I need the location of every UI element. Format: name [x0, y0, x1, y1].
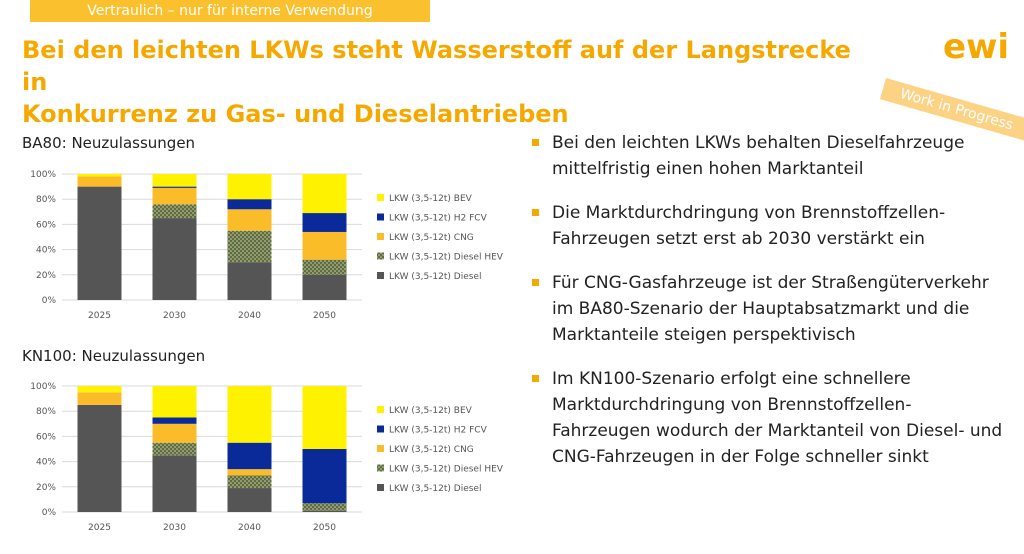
bullet-text: Für CNG-Gasfahrzeuge ist der Straßengüte… [552, 273, 989, 345]
bar-lkw-3-5-12t-cng-2050 [302, 231, 347, 260]
bar-lkw-3-5-12t-bev-2050 [302, 174, 347, 214]
bar-lkw-3-5-12t-cng-2040 [227, 209, 272, 231]
bullet-item: Die Marktdurchdringung von Brennstoffzel… [530, 200, 1010, 252]
bar-lkw-3-5-12t-bev-2030 [152, 174, 197, 187]
bullet-square-icon [532, 209, 539, 216]
y-tick-label: 60% [36, 220, 56, 230]
bar-lkw-3-5-12t-cng-2025 [77, 176, 122, 187]
y-tick-label: 80% [36, 407, 56, 417]
bar-lkw-3-5-12t-bev-2050 [302, 386, 347, 449]
ewi-logo-text: ewi [943, 28, 1009, 67]
bar-lkw-3-5-12t-diesel-2030 [152, 218, 197, 300]
chart-title-kn100: KN100: Neuzulassungen [22, 347, 206, 365]
bullet-text: Die Marktdurchdringung von Brennstoffzel… [552, 203, 946, 249]
legend-swatch-lkw-3-5-12t-diesel-hev [377, 464, 384, 472]
y-tick-label: 0% [42, 296, 57, 306]
bar-lkw-3-5-12t-bev-2025 [77, 174, 122, 177]
bar-lkw-3-5-12t-cng-2040 [227, 469, 272, 476]
legend-label: LKW (3,5-12t) Diesel HEV [389, 253, 504, 263]
chart-ba80: 0% 20% 40% 60% 80% 100% 2025 2030 2040 2050 LKW (3… [30, 170, 504, 321]
bar-lkw-3-5-12t-diesel-2025 [77, 404, 122, 512]
bullet-square-icon [532, 375, 539, 382]
bar-lkw-3-5-12t-cng-2025 [77, 392, 122, 405]
bar-lkw-3-5-12t-bev-2040 [227, 174, 272, 200]
bar-lkw-3-5-12t-h2-fcv-2040 [227, 199, 272, 210]
x-tick-label: 2030 [163, 311, 186, 321]
legend-label: LKW (3,5-12t) CNG [389, 233, 474, 243]
title-line-1: Bei den leichten LKWs steht Wasserstoff … [22, 36, 851, 96]
bar-lkw-3-5-12t-h2-fcv-2030 [152, 417, 197, 424]
bar-lkw-3-5-12t-diesel-2040 [227, 488, 272, 512]
title-line-2: Konkurrenz zu Gas- und Dieselantrieben [22, 100, 569, 128]
ewi-logo: ewi [943, 28, 1009, 67]
x-tick-label: 2040 [238, 523, 261, 533]
legend-swatch-lkw-3-5-12t-cng [377, 445, 384, 452]
bar-lkw-3-5-12t-diesel-hev-2050 [302, 503, 347, 511]
bar-lkw-3-5-12t-cng-2030 [152, 423, 197, 443]
bullet-item: Für CNG-Gasfahrzeuge ist der Straßengüte… [530, 270, 1010, 348]
y-tick-label: 20% [36, 483, 56, 493]
legend-swatch-lkw-3-5-12t-bev [377, 406, 384, 413]
legend-swatch-lkw-3-5-12t-bev [377, 194, 384, 201]
x-tick-label: 2030 [163, 523, 186, 533]
bar-lkw-3-5-12t-bev-2030 [152, 386, 197, 418]
y-tick-label: 80% [36, 195, 56, 205]
legend-label: LKW (3,5-12t) Diesel [389, 484, 481, 494]
legend-swatch-lkw-3-5-12t-h2-fcv [377, 425, 384, 433]
bullet-list: Bei den leichten LKWs behalten Dieselfah… [530, 130, 1010, 488]
chart-kn100: 0% 20% 40% 60% 80% 100% 2025 2030 2040 2050 LKW (3… [30, 382, 504, 533]
legend-swatch-lkw-3-5-12t-diesel [377, 484, 384, 491]
bar-lkw-3-5-12t-h2-fcv-2050 [302, 449, 347, 504]
bar-lkw-3-5-12t-diesel-hev-2030 [152, 442, 197, 456]
legend-label: LKW (3,5-12t) H2 FCV [389, 214, 488, 224]
legend-label: LKW (3,5-12t) BEV [389, 194, 473, 204]
bar-lkw-3-5-12t-diesel-hev-2030 [152, 204, 197, 219]
legend-label: LKW (3,5-12t) CNG [389, 445, 474, 455]
bullet-square-icon [532, 279, 539, 286]
bullet-square-icon [532, 139, 539, 146]
bar-lkw-3-5-12t-diesel-hev-2040 [227, 230, 272, 263]
bullet-text: Bei den leichten LKWs behalten Dieselfah… [552, 133, 965, 179]
legend-swatch-lkw-3-5-12t-h2-fcv [377, 213, 384, 221]
confidential-banner: Vertraulich – nur für interne Verwendung [30, 0, 430, 22]
y-tick-label: 60% [36, 432, 56, 442]
x-tick-label: 2040 [238, 311, 261, 321]
legend-swatch-lkw-3-5-12t-diesel-hev [377, 252, 384, 260]
x-tick-label: 2050 [313, 523, 336, 533]
x-tick-label: 2025 [88, 311, 111, 321]
bullet-item: Im KN100-Szenario erfolgt eine schneller… [530, 366, 1010, 470]
slide-title: Bei den leichten LKWs steht Wasserstoff … [22, 34, 882, 130]
y-tick-label: 0% [42, 508, 57, 518]
bar-lkw-3-5-12t-h2-fcv-2050 [302, 213, 347, 232]
y-tick-label: 40% [36, 458, 56, 468]
bar-lkw-3-5-12t-diesel-2030 [152, 455, 197, 512]
legend-label: LKW (3,5-12t) Diesel HEV [389, 465, 504, 475]
y-tick-label: 40% [36, 246, 56, 256]
y-tick-label: 20% [36, 271, 56, 281]
bar-lkw-3-5-12t-cng-2030 [152, 187, 197, 205]
x-tick-label: 2050 [313, 311, 336, 321]
bar-lkw-3-5-12t-diesel-2040 [227, 262, 272, 300]
bar-lkw-3-5-12t-diesel-hev-2050 [302, 259, 347, 275]
y-tick-label: 100% [30, 170, 56, 180]
legend-label: LKW (3,5-12t) BEV [389, 406, 473, 416]
x-tick-label: 2025 [88, 523, 111, 533]
bar-lkw-3-5-12t-diesel-2050 [302, 274, 347, 300]
legend-swatch-lkw-3-5-12t-diesel [377, 272, 384, 279]
bullet-item: Bei den leichten LKWs behalten Dieselfah… [530, 130, 1010, 182]
bar-lkw-3-5-12t-h2-fcv-2030 [152, 186, 197, 188]
y-tick-label: 100% [30, 382, 56, 392]
legend-label: LKW (3,5-12t) H2 FCV [389, 426, 488, 436]
legend-swatch-lkw-3-5-12t-cng [377, 233, 384, 240]
bar-lkw-3-5-12t-bev-2040 [227, 386, 272, 443]
bar-lkw-3-5-12t-diesel-2050 [302, 510, 347, 512]
bar-lkw-3-5-12t-bev-2025 [77, 386, 122, 393]
chart-title-ba80: BA80: Neuzulassungen [22, 134, 196, 152]
bullet-text: Im KN100-Szenario erfolgt eine schneller… [552, 369, 1003, 467]
legend-label: LKW (3,5-12t) Diesel [389, 272, 481, 282]
bar-lkw-3-5-12t-diesel-hev-2040 [227, 475, 272, 489]
bar-lkw-3-5-12t-h2-fcv-2040 [227, 442, 272, 470]
bar-lkw-3-5-12t-diesel-2025 [77, 186, 122, 300]
